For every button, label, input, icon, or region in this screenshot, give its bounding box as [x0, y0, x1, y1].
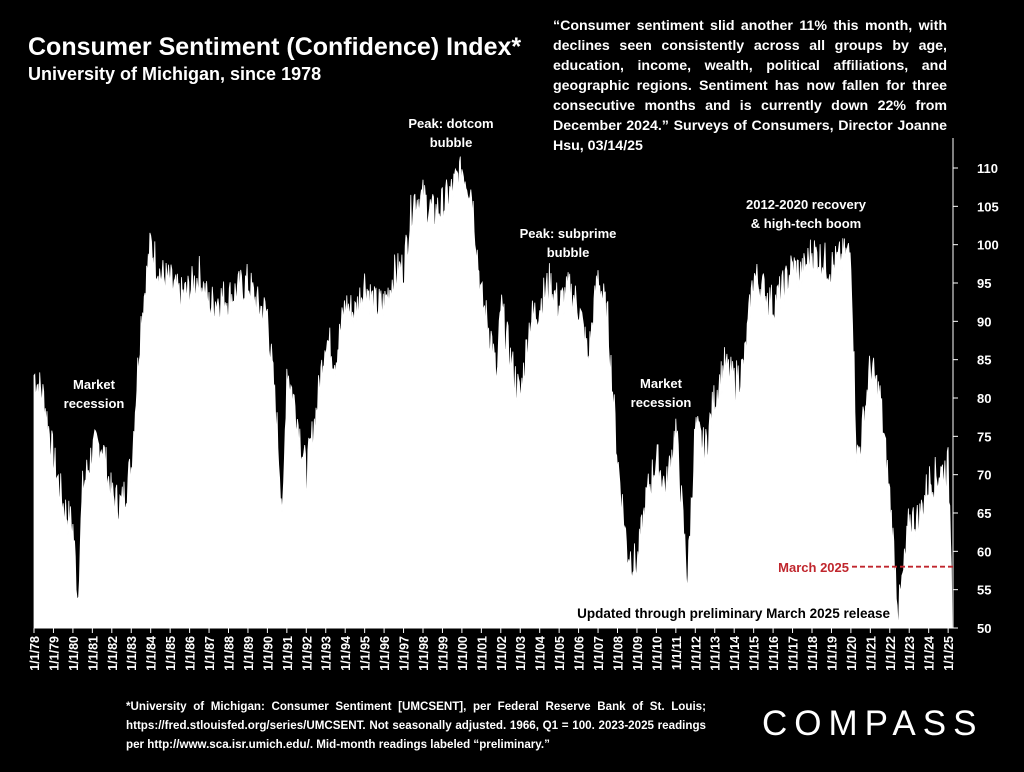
compass-logo: COMPASS — [762, 704, 984, 743]
x-tick-label: 1/1/23 — [903, 636, 917, 671]
x-tick-label: 1/1/83 — [125, 636, 139, 671]
x-tick-label: 1/1/86 — [184, 636, 198, 671]
x-tick-label: 1/1/22 — [884, 636, 898, 671]
y-tick-label: 55 — [977, 583, 991, 598]
x-tick-label: 1/1/96 — [378, 636, 392, 671]
page-subtitle: University of Michigan, since 1978 — [28, 64, 322, 84]
x-tick-label: 1/1/85 — [164, 636, 178, 671]
sentiment-area — [33, 156, 953, 629]
x-tick-label: 1/1/02 — [495, 636, 509, 671]
x-tick-label: 1/1/19 — [825, 636, 839, 671]
x-tick-label: 1/1/05 — [553, 636, 567, 671]
y-tick-label: 65 — [977, 506, 991, 521]
annotation-interest-rates-soar: Interest rates soar ▲ — [751, 478, 880, 493]
x-tick-label: 1/1/81 — [86, 636, 100, 671]
annotation-peak-subprime: Peak: subprime bubble — [520, 226, 617, 260]
y-tick-label: 80 — [977, 391, 991, 406]
x-tick-label: 1/1/93 — [320, 636, 334, 671]
x-tick-label: 1/1/99 — [436, 636, 450, 671]
y-tick-label: 85 — [977, 353, 991, 368]
y-tick-label: 90 — [977, 314, 991, 329]
x-tick-label: 1/1/08 — [611, 636, 625, 671]
annotation-mid-late-90s-recovery: Mid-late 90’s recovery — [393, 329, 471, 363]
x-tick-label: 1/1/78 — [28, 636, 42, 671]
x-tick-label: 1/1/79 — [47, 636, 61, 671]
x-tick-label: 1/1/04 — [534, 636, 548, 671]
x-tick-label: 1/1/98 — [417, 636, 431, 671]
x-tick-label: 1/1/80 — [67, 636, 81, 671]
x-axis: 1/1/78 1/1/79 1/1/80 1/1/81 1/1/82 1/1/83 1/1/… — [28, 627, 956, 671]
y-tick-label: 75 — [977, 429, 991, 444]
annotation-pandemic-hits: Pandemic hits ▲ — [748, 435, 853, 450]
x-tick-label: 1/1/20 — [845, 636, 859, 671]
x-tick-label: 1/1/18 — [806, 636, 820, 671]
x-tick-label: 1/1/95 — [359, 636, 373, 671]
x-tick-label: 1/1/84 — [145, 636, 159, 671]
x-tick-label: 1/1/94 — [339, 636, 353, 671]
annotation-march-2025: March 2025 — [778, 560, 849, 575]
x-tick-label: 1/1/03 — [514, 636, 528, 671]
x-tick-label: 1/1/25 — [942, 636, 956, 671]
x-tick-label: 1/1/24 — [923, 636, 937, 671]
x-tick-label: 1/1/97 — [398, 636, 412, 671]
x-tick-label: 1/1/10 — [650, 636, 664, 671]
x-tick-label: 1/1/90 — [261, 636, 275, 671]
x-tick-label: 1/1/21 — [864, 636, 878, 671]
annotation-updated-through: Updated through preliminary March 2025 r… — [577, 606, 890, 621]
x-tick-label: 1/1/92 — [300, 636, 314, 671]
x-tick-label: 1/1/16 — [767, 636, 781, 671]
annotation-2012-2020-recovery: 2012-2020 recovery & high-tech boom — [746, 197, 867, 231]
x-tick-label: 1/1/01 — [475, 636, 489, 671]
x-tick-label: 1/1/11 — [670, 636, 684, 670]
annotation-911-dotcom-crash: 9/11 & 2001 dotcom crash ▲ — [394, 384, 496, 418]
y-tick-label: 95 — [977, 276, 991, 291]
y-tick-label: 70 — [977, 468, 991, 483]
page-title: Consumer Sentiment (Confidence) Index* — [28, 33, 522, 61]
y-tick-label: 105 — [977, 199, 999, 214]
x-tick-label: 1/1/12 — [689, 636, 703, 671]
y-axis: 50 55 60 65 70 75 80 85 90 95 100 105 110 — [952, 138, 999, 636]
source-footnote: *University of Michigan: Consumer Sentim… — [126, 700, 706, 751]
x-tick-label: 1/1/15 — [748, 636, 762, 671]
x-tick-label: 1/1/06 — [573, 636, 587, 671]
x-tick-label: 1/1/07 — [592, 636, 606, 671]
annotation-peak-dotcom: Peak: dotcom bubble — [408, 116, 493, 150]
x-tick-label: 1/1/91 — [281, 636, 295, 671]
x-tick-label: 1/1/82 — [106, 636, 120, 671]
x-tick-label: 1/1/09 — [631, 636, 645, 671]
x-tick-label: 1/1/89 — [242, 636, 256, 671]
x-tick-label: 1/1/14 — [728, 636, 742, 671]
annotation-market-recession-2: Market recession — [631, 376, 692, 410]
y-tick-label: 60 — [977, 544, 991, 559]
annotation-2008-market-crash: 2008 market crash ▲ — [491, 563, 621, 578]
x-tick-label: 1/1/88 — [222, 636, 236, 671]
annotation-1990-recession: 1990 recession — [254, 527, 315, 561]
x-tick-label: 1/1/13 — [709, 636, 723, 671]
y-tick-label: 110 — [977, 161, 998, 176]
x-tick-label: 1/1/00 — [456, 636, 470, 671]
annotation-1980s-recovery: 1980’s recovery — [160, 377, 258, 392]
y-tick-label: 100 — [977, 238, 999, 253]
y-tick-label: 50 — [977, 621, 991, 636]
x-tick-label: 1/1/87 — [203, 636, 217, 671]
annotation-market-recession-1: Market recession — [64, 377, 125, 411]
director-quote: “Consumer sentiment slid another 11% thi… — [553, 18, 947, 154]
sentiment-area-series — [33, 156, 953, 629]
x-tick-label: 1/1/17 — [787, 636, 801, 671]
